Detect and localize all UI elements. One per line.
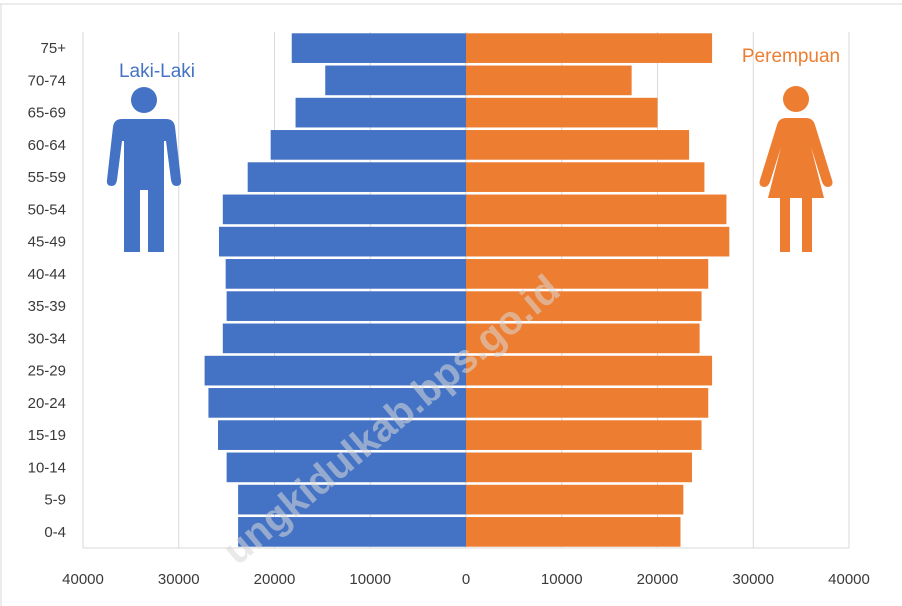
x-tick-label: 30000 (158, 571, 200, 588)
category-label: 15-19 (28, 427, 66, 444)
bar-male-25-29 (204, 355, 467, 386)
bar-male-5-9 (238, 484, 466, 515)
category-label: 65-69 (28, 105, 66, 122)
bar-male-10-14 (226, 452, 466, 483)
x-tick-label: 20000 (637, 571, 679, 588)
category-label: 0-4 (44, 524, 66, 541)
category-label: 10-14 (28, 459, 66, 476)
bar-female-55-59 (466, 162, 705, 192)
bar-male-65-69 (295, 97, 466, 128)
bar-female-30-34 (466, 323, 700, 354)
category-label: 50-54 (28, 201, 66, 218)
legend-male-label: Laki-Laki (119, 61, 195, 82)
category-label: 55-59 (28, 169, 66, 186)
x-tick-label: 20000 (254, 571, 296, 588)
bar-female-20-24 (466, 388, 709, 418)
bar-female-10-14 (466, 452, 692, 483)
bar-male-20-24 (208, 388, 466, 418)
bar-female-15-19 (466, 420, 702, 450)
category-label: 70-74 (28, 72, 66, 89)
bar-female-60-64 (466, 130, 690, 160)
x-tick-label: 40000 (828, 571, 870, 588)
category-label: 35-39 (28, 298, 66, 315)
category-label: 20-24 (28, 395, 66, 412)
bar-female-5-9 (466, 484, 684, 515)
female-person-icon (759, 86, 833, 252)
x-tick-label: 40000 (62, 571, 104, 588)
x-tick-labels: 40000 30000 20000 10000 0 10000 20000 30000 4000… (62, 571, 870, 588)
category-label: 5-9 (44, 492, 66, 509)
bar-female-45-49 (466, 226, 730, 257)
male-person-icon (106, 87, 182, 252)
bar-female-65-69 (466, 97, 658, 128)
bar-male-50-54 (222, 194, 466, 225)
bar-female-35-39 (466, 291, 702, 321)
bar-female-0-4 (466, 517, 681, 547)
bar-male-0-4 (238, 517, 466, 547)
x-tick-label: 10000 (541, 571, 583, 588)
bar-male-75+ (291, 33, 466, 63)
x-tick-label: 10000 (349, 571, 391, 588)
bar-male-45-49 (218, 226, 466, 257)
bar-male-70-74 (325, 65, 466, 96)
bar-female-25-29 (466, 355, 713, 386)
category-label: 25-29 (28, 363, 66, 380)
bar-female-50-54 (466, 194, 727, 225)
bars-group (204, 33, 730, 547)
bar-female-75+ (466, 33, 713, 63)
x-tick-label: 30000 (732, 571, 774, 588)
bar-male-30-34 (222, 323, 466, 354)
category-label: 75+ (41, 40, 67, 57)
bar-male-55-59 (247, 162, 466, 192)
category-labels: 0-4 5-9 10-14 15-19 20-24 25-29 30-34 35-39 40-4… (28, 40, 67, 541)
bar-female-70-74 (466, 65, 632, 96)
category-label: 40-44 (28, 266, 66, 283)
category-label: 45-49 (28, 234, 66, 251)
category-label: 30-34 (28, 330, 66, 347)
bar-female-40-44 (466, 259, 709, 289)
category-label: 60-64 (28, 137, 66, 154)
bar-male-60-64 (270, 130, 466, 160)
bar-male-15-19 (218, 420, 466, 450)
x-tick-label: 0 (462, 571, 470, 588)
bar-male-35-39 (226, 291, 466, 321)
legend-female-label: Perempuan (742, 46, 840, 67)
bar-male-40-44 (225, 259, 466, 289)
